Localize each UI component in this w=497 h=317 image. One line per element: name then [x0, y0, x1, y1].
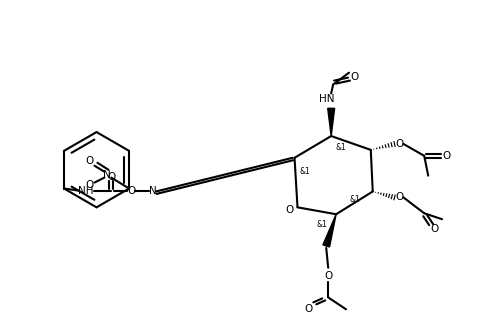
Polygon shape — [328, 108, 334, 136]
Text: O: O — [395, 139, 404, 149]
Text: O: O — [85, 156, 93, 166]
Text: O: O — [304, 304, 313, 314]
Text: O: O — [85, 179, 93, 190]
Text: &1: &1 — [335, 143, 346, 152]
Text: O: O — [395, 192, 404, 203]
Text: NH: NH — [78, 186, 93, 197]
Text: O: O — [107, 171, 116, 182]
Text: N: N — [149, 186, 157, 197]
Text: &1: &1 — [349, 195, 360, 204]
Text: O: O — [324, 271, 332, 281]
Text: N: N — [103, 170, 111, 180]
Text: HN: HN — [320, 94, 335, 104]
Text: O: O — [127, 186, 135, 197]
Text: O: O — [442, 151, 450, 161]
Text: &1: &1 — [317, 220, 328, 229]
Text: O: O — [430, 224, 438, 234]
Text: O: O — [351, 72, 359, 82]
Text: O: O — [285, 205, 294, 215]
Text: &1: &1 — [299, 167, 310, 176]
Polygon shape — [323, 214, 336, 247]
